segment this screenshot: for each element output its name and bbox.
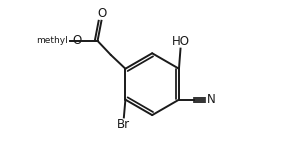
Text: Br: Br bbox=[117, 118, 131, 131]
Text: O: O bbox=[97, 7, 107, 20]
Text: N: N bbox=[206, 93, 215, 106]
Text: methyl: methyl bbox=[36, 36, 68, 45]
Text: O: O bbox=[72, 34, 81, 47]
Text: HO: HO bbox=[171, 35, 190, 48]
